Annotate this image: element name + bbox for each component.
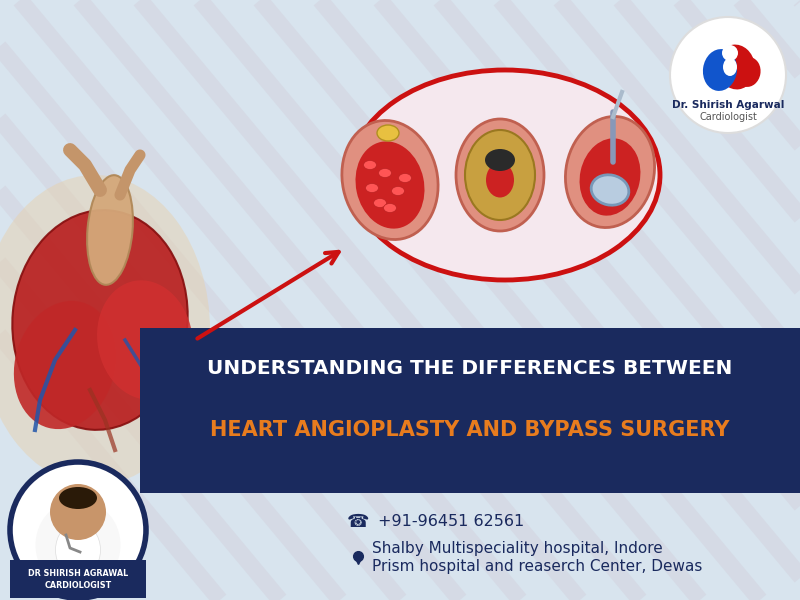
Ellipse shape <box>383 203 397 212</box>
Ellipse shape <box>377 125 399 141</box>
Text: Dr. Shirish Agarwal: Dr. Shirish Agarwal <box>672 100 784 110</box>
Text: CARDIOLOGIST: CARDIOLOGIST <box>44 581 112 590</box>
Ellipse shape <box>378 169 391 178</box>
Circle shape <box>50 484 106 540</box>
Circle shape <box>670 17 786 133</box>
Circle shape <box>10 462 146 598</box>
Text: UNDERSTANDING THE DIFFERENCES BETWEEN: UNDERSTANDING THE DIFFERENCES BETWEEN <box>207 358 733 377</box>
Ellipse shape <box>398 173 411 182</box>
Ellipse shape <box>342 121 438 239</box>
Ellipse shape <box>465 130 535 220</box>
Text: DR SHIRISH AGRAWAL: DR SHIRISH AGRAWAL <box>28 569 128 577</box>
Ellipse shape <box>485 149 515 171</box>
FancyBboxPatch shape <box>10 560 146 598</box>
Text: Cardiologist: Cardiologist <box>699 112 757 122</box>
Ellipse shape <box>456 119 544 231</box>
Ellipse shape <box>717 44 755 89</box>
Ellipse shape <box>363 160 377 169</box>
Ellipse shape <box>55 523 101 577</box>
Ellipse shape <box>87 175 133 285</box>
Ellipse shape <box>486 163 514 197</box>
Text: HEART ANGIOPLASTY AND BYPASS SURGERY: HEART ANGIOPLASTY AND BYPASS SURGERY <box>210 420 730 440</box>
Text: +91-96451 62561: +91-96451 62561 <box>378 514 524 529</box>
Ellipse shape <box>366 184 378 193</box>
Circle shape <box>722 45 738 61</box>
Ellipse shape <box>703 49 737 91</box>
Ellipse shape <box>591 175 629 205</box>
Ellipse shape <box>374 199 386 208</box>
Ellipse shape <box>350 70 660 280</box>
Ellipse shape <box>566 116 654 227</box>
Ellipse shape <box>14 301 116 429</box>
Ellipse shape <box>723 58 737 76</box>
Ellipse shape <box>391 187 405 196</box>
Ellipse shape <box>0 175 210 485</box>
Text: Shalby Multispeciality hospital, Indore: Shalby Multispeciality hospital, Indore <box>372 541 662 556</box>
FancyBboxPatch shape <box>140 328 800 493</box>
Ellipse shape <box>579 139 641 215</box>
Ellipse shape <box>355 142 425 229</box>
Ellipse shape <box>97 280 193 400</box>
Ellipse shape <box>35 500 121 590</box>
Ellipse shape <box>735 57 761 87</box>
Text: ☎: ☎ <box>347 513 369 531</box>
Text: Prism hospital and reaserch Center, Dewas: Prism hospital and reaserch Center, Dewa… <box>372 559 702 574</box>
Ellipse shape <box>59 487 97 509</box>
Ellipse shape <box>12 210 188 430</box>
